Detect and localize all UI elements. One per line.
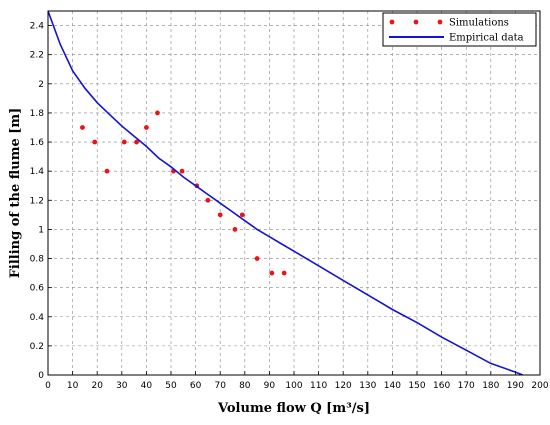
y-tick-label: 0.8 bbox=[30, 255, 45, 265]
simulation-point bbox=[121, 139, 127, 145]
y-tick-label: 2.4 bbox=[30, 22, 45, 32]
x-tick-label: 20 bbox=[91, 381, 103, 391]
y-tick-label: 1.6 bbox=[30, 138, 45, 148]
legend: Simulations Empirical data bbox=[382, 12, 537, 47]
simulation-point bbox=[232, 227, 238, 232]
x-tick-label: 70 bbox=[214, 381, 226, 391]
simulation-point bbox=[269, 270, 275, 276]
simulation-point bbox=[281, 270, 287, 276]
y-tick-label: 2.2 bbox=[30, 51, 44, 61]
y-axis-title: Filling of the flume [m] bbox=[8, 108, 23, 279]
x-tick-label: 50 bbox=[165, 381, 177, 391]
simulation-point bbox=[179, 168, 185, 174]
x-tick-label: 150 bbox=[408, 381, 425, 391]
x-tick-label: 110 bbox=[310, 381, 327, 391]
y-tick-label: 0.4 bbox=[30, 313, 45, 323]
y-tick-label: 1.8 bbox=[30, 109, 45, 119]
x-axis-title: Volume flow Q [m³/s] bbox=[217, 401, 370, 416]
simulation-point bbox=[144, 125, 149, 130]
legend-box bbox=[382, 12, 537, 47]
legend-empirical-label: Empirical data bbox=[449, 33, 524, 44]
x-tick-label: 30 bbox=[116, 381, 128, 391]
x-tick-label: 200 bbox=[531, 381, 548, 391]
empirical-data-line bbox=[48, 11, 524, 375]
legend-simulations-marker bbox=[389, 19, 443, 25]
y-tick-label: 1.2 bbox=[30, 196, 44, 206]
y-tick-label: 0.2 bbox=[30, 342, 44, 352]
x-tick-label: 140 bbox=[384, 381, 401, 391]
simulation-point bbox=[155, 110, 160, 116]
legend-simulation-dot bbox=[413, 19, 419, 25]
y-tick-label: 2 bbox=[38, 80, 44, 90]
x-tick-label: 120 bbox=[335, 381, 352, 391]
plot-series bbox=[48, 11, 524, 375]
simulation-point bbox=[254, 256, 260, 261]
legend-simulation-dot bbox=[437, 19, 443, 25]
y-tick-label: 1 bbox=[38, 225, 44, 235]
x-tick-label: 180 bbox=[482, 381, 499, 391]
x-tick-label: 130 bbox=[359, 381, 376, 391]
x-tick-label: 90 bbox=[264, 381, 276, 391]
x-tick-label: 40 bbox=[141, 381, 153, 391]
simulation-point bbox=[217, 212, 223, 218]
x-tick-label: 10 bbox=[67, 381, 79, 391]
x-tick-label: 160 bbox=[433, 381, 450, 391]
y-tick-label: 1.4 bbox=[30, 167, 45, 177]
x-tick-label: 80 bbox=[239, 381, 251, 391]
y-tick-label: 0.6 bbox=[30, 284, 45, 294]
simulation-point bbox=[80, 125, 85, 130]
simulation-point bbox=[134, 139, 139, 145]
simulation-point bbox=[239, 212, 245, 218]
grid bbox=[47, 11, 541, 376]
legend-simulation-dot bbox=[389, 19, 395, 25]
simulation-point bbox=[104, 168, 110, 174]
simulation-point bbox=[205, 197, 211, 203]
x-tick-label: 190 bbox=[507, 381, 524, 391]
y-tick-label: 0 bbox=[38, 371, 44, 381]
legend-simulations-label: Simulations bbox=[449, 18, 509, 29]
x-tick-label: 60 bbox=[190, 381, 202, 391]
x-tick-label: 0 bbox=[45, 381, 51, 391]
x-tick-label: 170 bbox=[458, 381, 475, 391]
simulation-point bbox=[92, 139, 98, 145]
x-tick-label: 100 bbox=[285, 381, 302, 391]
tick-labels: 0 10 20 30 40 50 60 70 80 90 100 110 120 130 140 150 160… bbox=[30, 22, 549, 391]
